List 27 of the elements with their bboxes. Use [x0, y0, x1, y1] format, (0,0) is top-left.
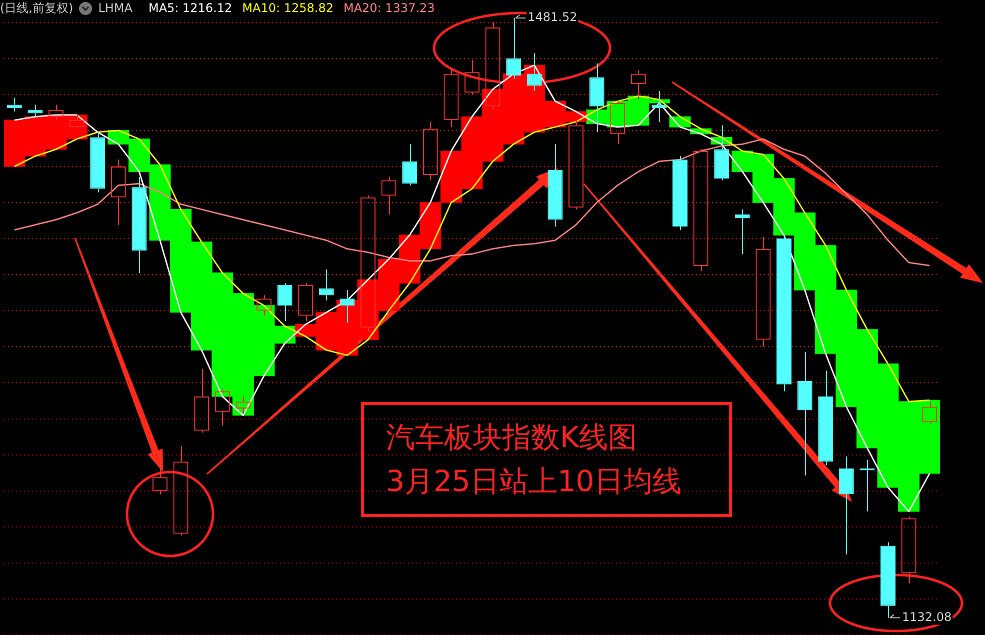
candlestick — [818, 370, 834, 466]
candlestick — [90, 132, 106, 193]
candlestick — [28, 104, 43, 118]
candlestick — [838, 456, 854, 555]
text: MA20: 1337.23 — [343, 1, 435, 15]
candlestick — [652, 90, 667, 122]
annotation: 3月25日站上10日均线 — [386, 463, 682, 500]
candlestick — [734, 208, 750, 254]
text: MA10: 1258.82 — [242, 1, 334, 15]
candlestick — [340, 290, 355, 324]
text: MA5: 1216.12 — [148, 1, 232, 15]
candlestick — [548, 144, 563, 228]
annotation: 1132.08 — [902, 610, 952, 624]
candlestick — [318, 268, 334, 301]
candlestick — [132, 176, 147, 274]
annotation: 汽车板块指数K线图 — [386, 419, 638, 456]
chart-title: (日线,前复权) — [0, 0, 74, 16]
annotation: 1481.52 — [528, 10, 578, 24]
candlestick — [714, 124, 730, 181]
candlestick — [589, 63, 604, 133]
candlestick — [6, 97, 22, 112]
candlestick — [277, 282, 292, 322]
candlestick — [776, 236, 792, 392]
candlestick — [402, 144, 418, 186]
candlestick — [672, 156, 688, 230]
chart-subtitle: LHMA — [98, 1, 132, 15]
candlestick — [797, 351, 812, 476]
